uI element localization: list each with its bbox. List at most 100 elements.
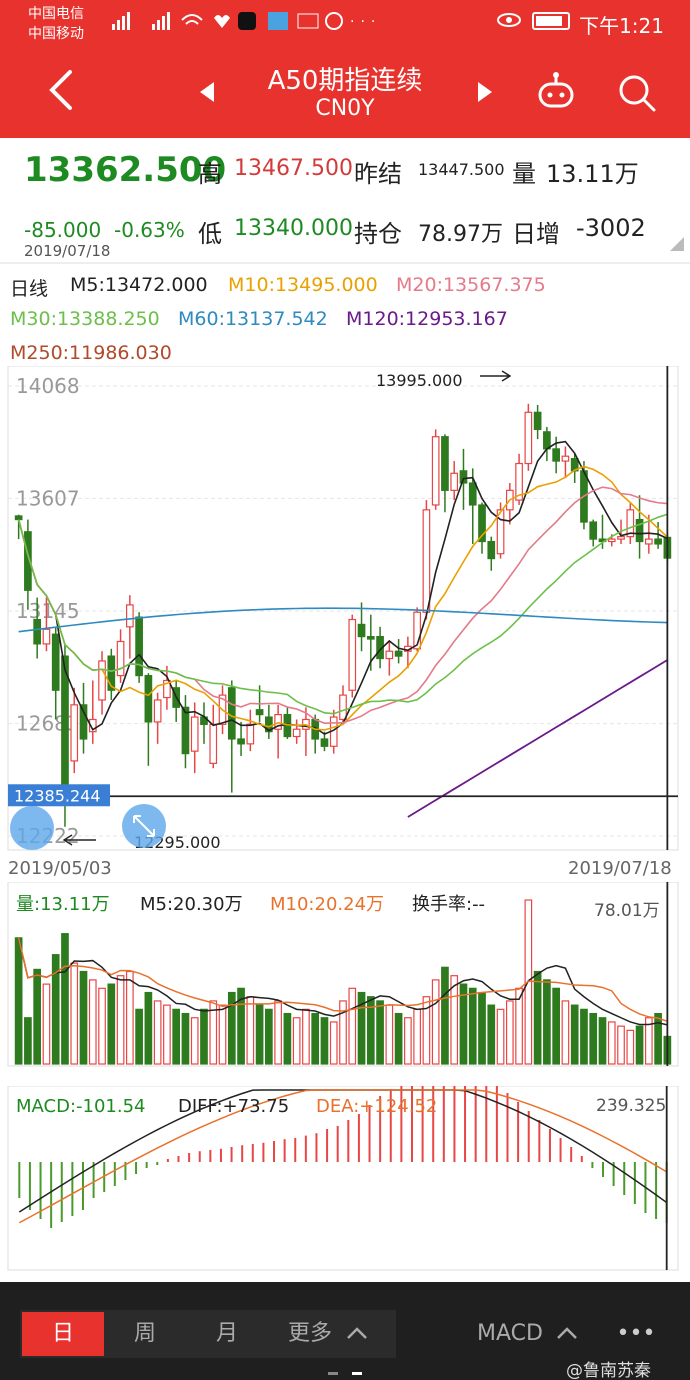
volume-bar — [126, 970, 134, 1065]
signal-strength-icon: ··· — [112, 12, 381, 30]
ma30-line — [17, 513, 668, 715]
candle-body — [144, 674, 153, 723]
more-options-button[interactable]: ••• — [616, 1321, 656, 1346]
candlestick-chart[interactable]: 140681360713145126831222212385.24413995.… — [0, 366, 690, 882]
robot-assistant-button[interactable] — [534, 70, 578, 114]
candle-body — [126, 604, 134, 628]
battery-icon — [532, 12, 570, 30]
volume-bar — [654, 1012, 662, 1065]
volume-bar — [302, 1008, 310, 1065]
ma60-line — [18, 607, 668, 633]
next-contract-button[interactable] — [472, 78, 496, 106]
ma120-line — [407, 659, 668, 818]
volume-bar — [200, 1008, 208, 1065]
candle-body — [70, 704, 79, 762]
volume-bar — [320, 1017, 329, 1065]
end-date-label: 2019/07/18 — [568, 858, 672, 879]
candle-body — [422, 509, 431, 613]
candle-body — [441, 436, 449, 491]
volume-bar — [135, 1008, 143, 1065]
low-label: 低 — [198, 220, 222, 248]
candle-body — [153, 699, 162, 723]
ma20-legend: M20:13567.375 — [396, 274, 546, 296]
more-chevron-up-icon[interactable] — [342, 1312, 372, 1356]
volume-bar — [478, 991, 486, 1065]
robot-icon — [538, 72, 574, 108]
candle-body — [394, 650, 403, 657]
period-label: 日线 — [10, 278, 49, 300]
tab-month[interactable]: 月 — [215, 1321, 238, 1346]
macd-chart[interactable] — [0, 1086, 690, 1272]
expand-icon — [133, 815, 155, 837]
candle-body — [357, 623, 366, 638]
volume-bar — [570, 1004, 579, 1065]
carrier-2: 中国移动 — [28, 26, 84, 42]
y-tick-label: 13607 — [16, 486, 80, 510]
dea-legend: DEA:+124.52 — [316, 1096, 438, 1117]
watermark-text: @鲁南苏秦 — [566, 1361, 651, 1380]
candle-body — [413, 611, 421, 650]
volume-bar — [237, 987, 245, 1065]
volume-bar — [617, 1025, 625, 1065]
volume-bar — [24, 1017, 32, 1065]
tab-day[interactable]: 日 — [22, 1312, 104, 1356]
indicator-select[interactable]: MACD — [477, 1321, 543, 1346]
candle-body — [135, 616, 143, 677]
volume-bar — [580, 1008, 588, 1065]
volume-bar — [329, 1021, 338, 1065]
candle-body — [524, 411, 533, 465]
crosshair-price-label: 12385.244 — [14, 786, 101, 805]
y-tick-label: 13145 — [16, 599, 80, 623]
high-value: 13467.500 — [234, 156, 353, 181]
candle-body — [227, 687, 236, 740]
volume-bar — [172, 1008, 181, 1065]
volume-bar — [357, 991, 366, 1065]
status-bar: 中国电信 中国移动 ··· 下午1:21 — [0, 0, 690, 44]
volume-bar — [144, 991, 153, 1065]
ma120-legend: M120:12953.167 — [346, 308, 508, 330]
candle-body — [552, 448, 560, 462]
volume-bar — [441, 966, 449, 1065]
prev-contract-button[interactable] — [196, 78, 220, 106]
volume-chart[interactable] — [0, 882, 690, 1068]
volume-bar — [376, 1000, 384, 1065]
candle-body — [487, 540, 496, 560]
macd-max-label: 239.325 — [596, 1096, 667, 1116]
volume-bar — [33, 968, 42, 1065]
search-button[interactable] — [614, 70, 658, 114]
volume-bar — [246, 996, 255, 1065]
back-button[interactable] — [40, 64, 84, 114]
indicator-chevron-up-icon[interactable] — [552, 1312, 582, 1356]
candle-body — [107, 655, 116, 691]
volume-value: 13.11万 — [546, 160, 639, 188]
volume-bar — [190, 1017, 199, 1065]
expand-quote-button[interactable] — [670, 236, 684, 255]
volume-bar — [51, 954, 60, 1065]
candle-body — [88, 718, 97, 733]
vol-ma10-line — [17, 937, 668, 1023]
volume-bar — [348, 987, 357, 1065]
candle-body — [635, 518, 644, 543]
tab-week[interactable]: 周 — [133, 1321, 156, 1346]
volume-bar — [496, 1008, 505, 1065]
turnover-legend: 换手率:-- — [412, 894, 486, 915]
low-value: 13340.000 — [234, 216, 353, 241]
volume-bar — [283, 1012, 292, 1065]
change-percent: -0.63% — [114, 218, 185, 242]
volume-bar — [274, 1000, 282, 1065]
volume-bar — [561, 1000, 570, 1065]
svg-text:···: ··· — [350, 14, 381, 30]
volume-bar — [543, 979, 551, 1065]
candle-body — [468, 482, 477, 506]
volume-bar — [422, 996, 431, 1065]
search-icon — [619, 75, 656, 112]
candle-body — [181, 706, 190, 755]
bottom-tab-bar: 日 周 月 更多 MACD ••• @鲁南苏秦 — [0, 1282, 690, 1380]
y-tick-label: 14068 — [16, 374, 80, 398]
volume-bar — [79, 970, 88, 1065]
volume-bar — [14, 937, 23, 1065]
zoom-left-button — [10, 806, 54, 850]
min-arrow-icon — [62, 834, 96, 846]
candle-body — [450, 472, 459, 491]
tab-more[interactable]: 更多 — [287, 1321, 332, 1346]
